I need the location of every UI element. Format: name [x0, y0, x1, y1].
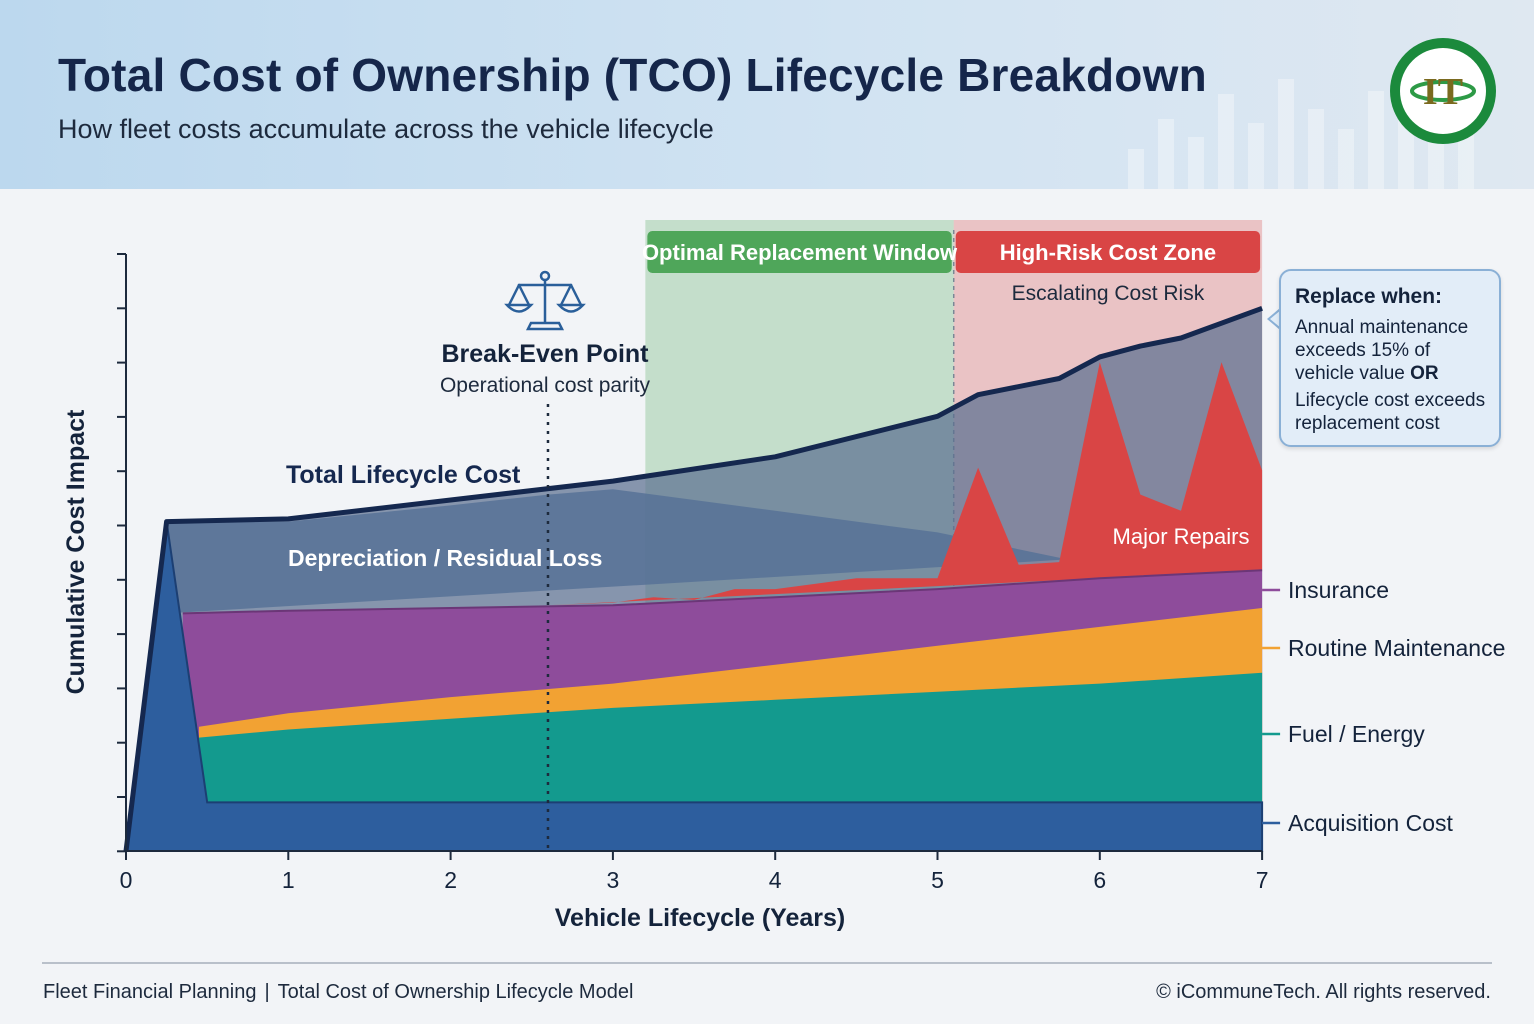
break-even-title: Break-Even Point	[441, 340, 649, 368]
legend-label-fuel-energy: Fuel / Energy	[1288, 721, 1425, 747]
replacement-callout: Replace when: Annual maintenance exceeds…	[1279, 269, 1501, 447]
zone-sublabel-high-risk: Escalating Cost Risk	[1012, 282, 1205, 305]
axes-layer: 0 1 2 3 4 5 6 7	[117, 253, 1269, 893]
total-cost-label: Total Lifecycle Cost	[286, 461, 521, 489]
callout-or-connector: OR	[1410, 363, 1439, 384]
depreciation-area	[166, 489, 1068, 614]
major-repairs-area	[547, 362, 1263, 606]
balance-scale-icon	[504, 270, 586, 331]
header-banner: Total Cost of Ownership (TCO) Lifecycle …	[0, 0, 1534, 189]
legend-label-acquisition-cost: Acquisition Cost	[1288, 810, 1454, 836]
legend-label-routine-maintenance: Routine Maintenance	[1288, 635, 1505, 661]
x-axis-label: Vehicle Lifecycle (Years)	[555, 904, 845, 932]
depreciation-label: Depreciation / Residual Loss	[288, 545, 602, 571]
callout-condition-1: Annual maintenance exceeds 15% of vehicl…	[1295, 317, 1469, 384]
x-tick-label: 6	[1093, 867, 1106, 893]
insurance-top-edge	[182, 569, 1263, 615]
zone-header-high-risk-cost-zone	[955, 231, 1261, 273]
page-title: Total Cost of Ownership (TCO) Lifecycle …	[58, 49, 1207, 101]
x-tick-label: 3	[607, 867, 620, 893]
footer-divider	[42, 962, 1492, 964]
lines-layer	[123, 305, 1263, 852]
footer-copyright: © iCommuneTech. All rights reserved.	[1156, 981, 1491, 1003]
brand-logo: IT	[1390, 38, 1496, 144]
footer-separator: |	[264, 981, 270, 1003]
total-cost-line	[123, 305, 1263, 852]
tco-chart: 0 1 2 3 4 5 6 7 Optimal Replacement Window High…	[62, 220, 1505, 932]
callout-pointer-inner	[1270, 310, 1281, 328]
footer-section: Fleet Financial Planning	[43, 981, 257, 1003]
page-subtitle: How fleet costs accumulate across the ve…	[58, 114, 714, 144]
x-tick-label: 2	[444, 867, 457, 893]
areas-layer	[124, 308, 1264, 852]
y-axis-label: Cumulative Cost Impact	[62, 409, 90, 694]
footer-model-name: Total Cost of Ownership Lifecycle Model	[277, 981, 634, 1003]
x-tick-label: 1	[282, 867, 295, 893]
legend-layer: Insurance Routine Maintenance Fuel / Energ…	[1262, 577, 1505, 836]
zone-label-high-risk: High-Risk Cost Zone	[1000, 240, 1216, 265]
break-even-subtitle: Operational cost parity	[440, 374, 651, 397]
x-tick-label: 0	[120, 867, 133, 893]
logo-mark-icon: IT	[1410, 71, 1476, 113]
labels-layer: Optimal Replacement Window High-Risk Cos…	[62, 240, 1249, 932]
zone-header-optimal-replacement-window	[647, 231, 952, 273]
x-tick-label: 5	[931, 867, 944, 893]
logo-text: IT	[1423, 71, 1463, 113]
x-tick-label: 4	[769, 867, 782, 893]
callout-title: Replace when:	[1295, 285, 1443, 308]
zone-label-optimal: Optimal Replacement Window	[642, 240, 958, 265]
callout-condition-2: Lifecycle cost exceeds replacement cost	[1295, 390, 1486, 434]
x-tick-label: 7	[1256, 867, 1269, 893]
major-repairs-label: Major Repairs	[1113, 524, 1250, 549]
footer-left: Fleet Financial Planning | Total Cost of O…	[43, 981, 633, 1004]
legend-label-insurance: Insurance	[1288, 577, 1389, 603]
